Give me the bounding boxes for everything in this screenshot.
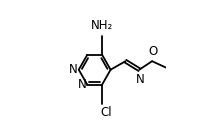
Text: NH₂: NH₂ bbox=[91, 19, 113, 33]
Text: N: N bbox=[136, 73, 144, 86]
Text: Cl: Cl bbox=[101, 106, 112, 119]
Text: N: N bbox=[77, 78, 86, 91]
Text: O: O bbox=[148, 45, 157, 58]
Text: N: N bbox=[69, 63, 78, 76]
